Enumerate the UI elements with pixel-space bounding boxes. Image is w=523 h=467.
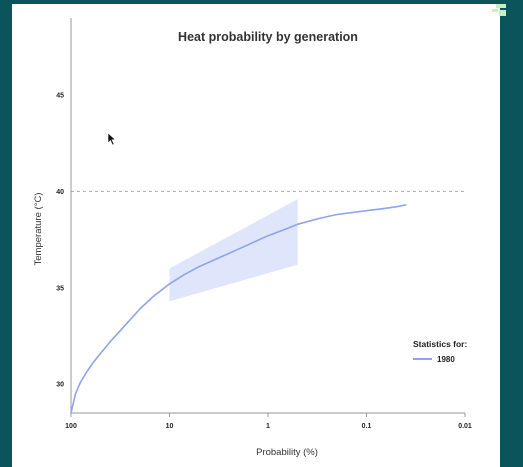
y-tick-label: 30 [56, 382, 64, 389]
confidence-band-1980 [169, 199, 298, 302]
chart-title: Heat probability by generation [178, 30, 358, 44]
x-axis-label: Probability (%) [256, 447, 318, 458]
confidence-band-layer [169, 199, 298, 302]
x-tick-label: 0.1 [362, 423, 372, 430]
series-layer [70, 204, 407, 414]
y-tick-label: 40 [56, 189, 64, 196]
y-tick-label: 35 [56, 285, 64, 292]
legend-label-1980: 1980 [437, 355, 455, 364]
legend: Statistics for: 1980 [413, 339, 467, 364]
y-tick-label: 45 [56, 93, 64, 100]
x-tick-label: 100 [65, 423, 77, 430]
corner-widget-icon[interactable] [492, 4, 506, 16]
series-line-1980 [70, 204, 407, 414]
ticks-layer: 100 10 1 0.1 0.01 30 35 40 45 [56, 93, 472, 430]
x-tick-label: 1 [266, 423, 270, 430]
x-tick-label: 0.01 [458, 423, 472, 430]
legend-title: Statistics for: [413, 339, 467, 349]
x-tick-label: 10 [166, 423, 174, 430]
y-axis-label: Temperature (°C) [33, 193, 44, 266]
mouse-cursor-icon [107, 132, 117, 146]
